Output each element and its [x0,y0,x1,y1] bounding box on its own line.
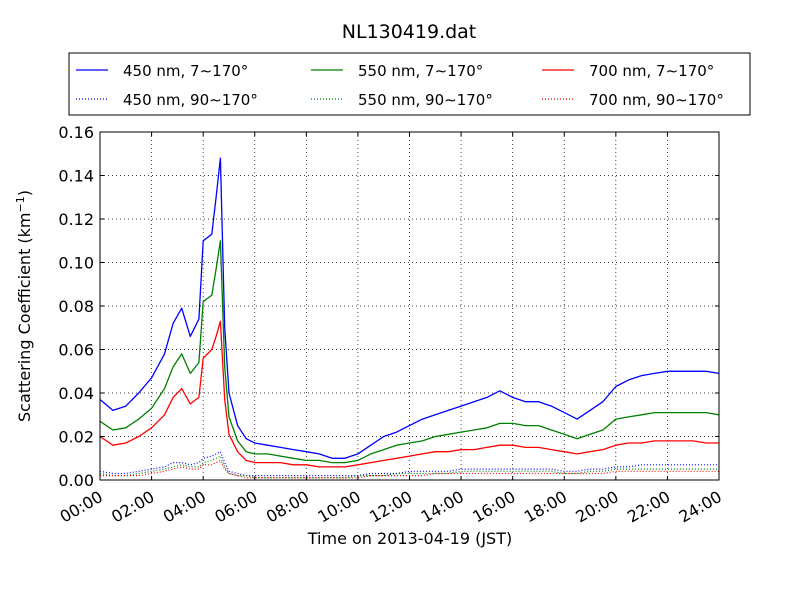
y-tick-label: 0.06 [58,341,94,360]
y-tick-label: 0.04 [58,384,94,403]
y-axis-label-close: ) [15,190,34,196]
y-tick-label: 0.14 [58,167,94,186]
y-tick-label: 0.12 [58,210,94,229]
y-tick-label: 0.00 [58,471,94,490]
y-tick-labels: 0.00 0.02 0.04 0.06 0.08 0.10 0.12 0.14 0.16 [58,123,94,490]
y-tick-label: 0.16 [58,123,94,142]
legend-entries: 450 nm, 7∼170° 550 nm, 7∼170° 700 nm, 7∼17… [76,62,724,109]
legend-label-3: 450 nm, 90∼170° [123,91,258,109]
legend-label-4: 550 nm, 90∼170° [358,91,493,109]
y-axis-label: Scattering Coefficient (km−1) [14,190,34,422]
series-line-2 [99,320,719,468]
legend-label-0: 450 nm, 7∼170° [123,62,248,80]
legend-label-5: 700 nm, 90∼170° [589,91,724,109]
series-line-3 [99,451,719,477]
series-line-0 [99,157,720,459]
legend-label-1: 550 nm, 7∼170° [358,62,483,80]
x-axis-label: Time on 2013-04-19 (JST) [307,529,512,548]
legend: 450 nm, 7∼170° 550 nm, 7∼170° 700 nm, 7∼17… [68,52,751,116]
y-axis-label-sup: −1 [14,196,27,212]
series-lines [99,157,720,479]
legend-label-2: 700 nm, 7∼170° [589,62,714,80]
series-line-1 [99,240,720,464]
series-line-5 [100,459,719,479]
axis-ticks [99,131,720,481]
chart-title: NL130419.dat [342,21,477,43]
series-line-4 [99,455,719,479]
y-tick-label: 0.08 [58,297,94,316]
legend-frame [68,52,751,116]
y-axis-label-main: Scattering Coefficient (km [15,212,34,422]
y-tick-label: 0.10 [58,254,94,273]
y-tick-label: 0.02 [58,428,94,447]
